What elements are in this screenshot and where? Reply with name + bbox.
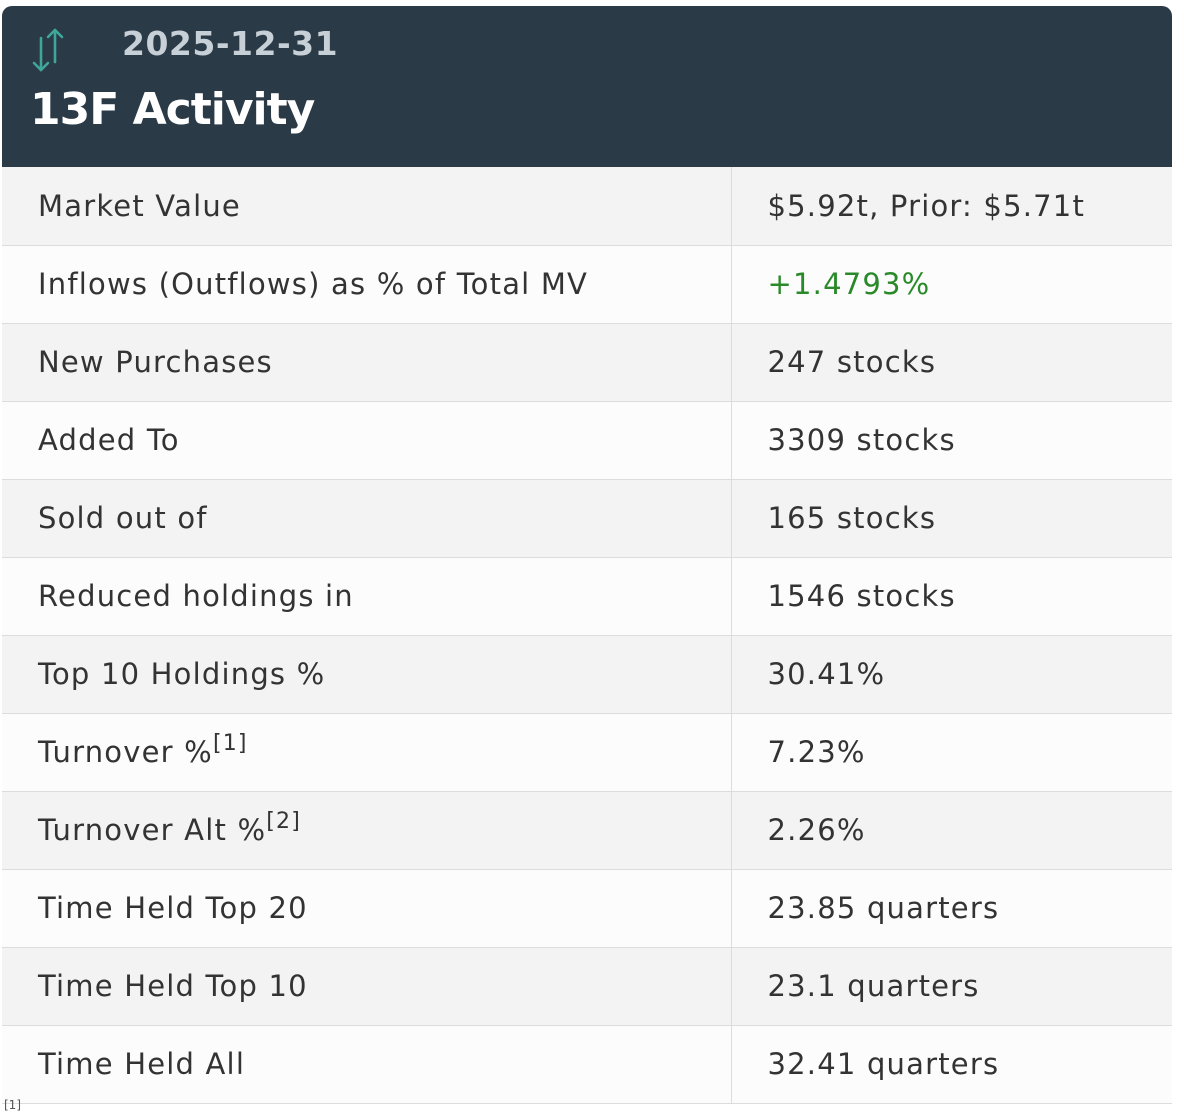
row-value: 165 stocks bbox=[731, 479, 1172, 558]
row-label: Reduced holdings in bbox=[2, 557, 732, 636]
row-label: New Purchases bbox=[2, 323, 732, 402]
row-label: Time Held All bbox=[2, 1025, 732, 1104]
row-value: 2.26% bbox=[731, 791, 1172, 870]
inflows-value: +1.4793% bbox=[731, 245, 1172, 324]
row-value: 23.1 quarters bbox=[731, 947, 1172, 1026]
card-title: 13F Activity bbox=[30, 84, 315, 135]
row-label: Time Held Top 20 bbox=[2, 869, 732, 948]
row-label: Turnover %[1] bbox=[2, 713, 732, 792]
table-row: Time Held All 32.41 quarters bbox=[2, 1025, 1172, 1104]
row-value: 32.41 quarters bbox=[731, 1025, 1172, 1104]
turnover-label: Turnover % bbox=[38, 735, 213, 769]
table-row: Sold out of 165 stocks bbox=[2, 479, 1172, 558]
row-label: Market Value bbox=[2, 167, 732, 246]
table-row: Reduced holdings in 1546 stocks bbox=[2, 557, 1172, 636]
row-value: 30.41% bbox=[731, 635, 1172, 714]
table-row: Added To 3309 stocks bbox=[2, 401, 1172, 480]
row-value: 7.23% bbox=[731, 713, 1172, 792]
table-row: Time Held Top 10 23.1 quarters bbox=[2, 947, 1172, 1026]
card-header: 2025-12-31 13F Activity bbox=[2, 6, 1172, 167]
table-row: New Purchases 247 stocks bbox=[2, 323, 1172, 402]
table-row: Turnover %[1] 7.23% bbox=[2, 713, 1172, 792]
table-row: Market Value $5.92t, Prior: $5.71t bbox=[2, 167, 1172, 246]
row-label: Inflows (Outflows) as % of Total MV bbox=[2, 245, 732, 324]
row-value: 3309 stocks bbox=[731, 401, 1172, 480]
activity-card: 2025-12-31 13F Activity Market Value $5.… bbox=[2, 6, 1172, 1104]
table-row: Top 10 Holdings % 30.41% bbox=[2, 635, 1172, 714]
table-row: Turnover Alt %[2] 2.26% bbox=[2, 791, 1172, 870]
turnover-alt-label: Turnover Alt % bbox=[38, 813, 267, 847]
row-value: 1546 stocks bbox=[731, 557, 1172, 636]
row-value: 23.85 quarters bbox=[731, 869, 1172, 948]
table-row: Time Held Top 20 23.85 quarters bbox=[2, 869, 1172, 948]
row-value: $5.92t, Prior: $5.71t bbox=[731, 167, 1172, 246]
row-label: Time Held Top 10 bbox=[2, 947, 732, 1026]
up-down-arrows-icon bbox=[32, 28, 64, 72]
footnote-link-1[interactable]: [1] bbox=[212, 731, 248, 756]
row-label: Added To bbox=[2, 401, 732, 480]
row-label: Turnover Alt %[2] bbox=[2, 791, 732, 870]
activity-table: Market Value $5.92t, Prior: $5.71t Inflo… bbox=[2, 167, 1172, 1104]
table-row: Inflows (Outflows) as % of Total MV +1.4… bbox=[2, 245, 1172, 324]
row-label: Top 10 Holdings % bbox=[2, 635, 732, 714]
footnote-link-2[interactable]: [2] bbox=[266, 809, 301, 834]
row-label: Sold out of bbox=[2, 479, 732, 558]
row-value: 247 stocks bbox=[731, 323, 1172, 402]
report-date: 2025-12-31 bbox=[122, 24, 339, 63]
footnote-marker: [1] bbox=[4, 1098, 21, 1112]
